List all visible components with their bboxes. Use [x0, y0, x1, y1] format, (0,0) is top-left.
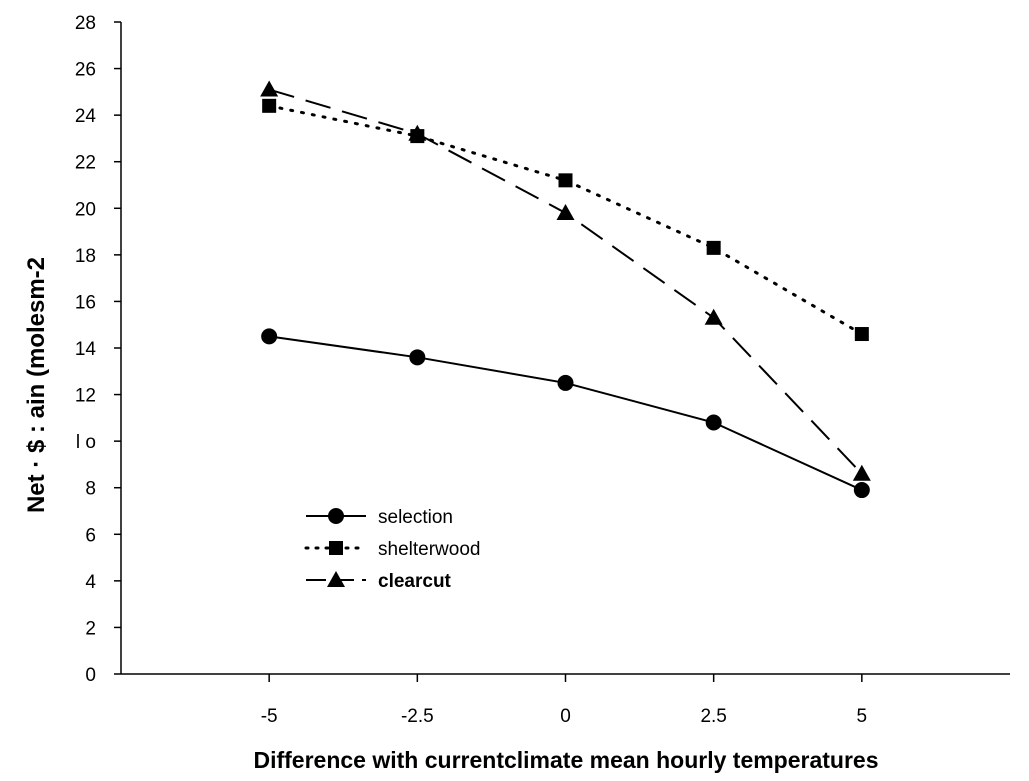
legend-swatch-marker [329, 541, 343, 555]
series-line-shelterwood [267, 104, 864, 336]
data-point-clearcut [556, 203, 575, 220]
axes [120, 22, 1010, 675]
x-tick-label: 5 [857, 706, 868, 727]
x-tick-label: -5 [261, 706, 278, 727]
y-tick-label: 24 [75, 106, 97, 127]
x-tick-label: 2.5 [700, 706, 726, 727]
legend-label: clearcut [378, 571, 452, 592]
data-point-shelterwood [558, 173, 573, 188]
x-axis-label: Difference with currentclimate mean hour… [253, 747, 878, 773]
y-tick-label: 8 [85, 479, 96, 500]
y-tick-label: 2 [85, 618, 96, 639]
y-tick-label: 20 [75, 199, 96, 220]
series-line-clearcut [268, 88, 863, 475]
series-selection [261, 328, 870, 499]
y-tick-label: 6 [85, 525, 96, 546]
legend-item-clearcut: clearcut [306, 571, 452, 592]
data-point-clearcut [260, 80, 279, 97]
data-point-selection [853, 482, 870, 499]
data-point-selection [409, 349, 426, 366]
data-point-clearcut [704, 308, 723, 325]
data-point-clearcut [408, 124, 427, 141]
data-point-clearcut [852, 464, 871, 481]
y-tick-label: 18 [75, 246, 96, 267]
data-point-selection [705, 414, 722, 431]
legend-label: selection [378, 507, 453, 528]
data-point-shelterwood [262, 98, 277, 113]
y-axis-label: Net · $ : ain (molesm-2 [23, 257, 50, 513]
y-tick-label: 22 [75, 153, 96, 174]
legend-label: shelterwood [378, 539, 480, 560]
legend-swatch-marker [327, 571, 345, 587]
data-point-shelterwood [854, 327, 869, 342]
legend-item-selection: selection [306, 507, 453, 528]
x-tick-label: -2.5 [401, 706, 434, 727]
y-tick-label: 0 [85, 665, 96, 686]
x-axis-ticks: -5 -2.5 0 2.5 5 [261, 674, 867, 727]
y-tick-label: 28 [75, 13, 96, 34]
series-clearcut [260, 80, 871, 481]
y-tick-label: 4 [85, 572, 96, 593]
y-tick-label: l o [76, 432, 96, 453]
y-tick-label: 12 [75, 386, 96, 407]
series-layer [260, 80, 871, 499]
x-tick-label: 0 [560, 706, 571, 727]
legend-item-shelterwood: shelterwood [304, 539, 480, 560]
series-line-selection [269, 335, 863, 491]
y-tick-label: 14 [75, 339, 97, 360]
data-point-selection [261, 328, 278, 345]
y-tick-label: 26 [75, 60, 96, 81]
legend: selection shelterwood clearcut [304, 507, 480, 592]
data-point-selection [557, 374, 574, 391]
legend-swatch-marker [328, 508, 344, 524]
data-point-shelterwood [706, 240, 721, 255]
y-tick-label: 16 [75, 292, 96, 313]
